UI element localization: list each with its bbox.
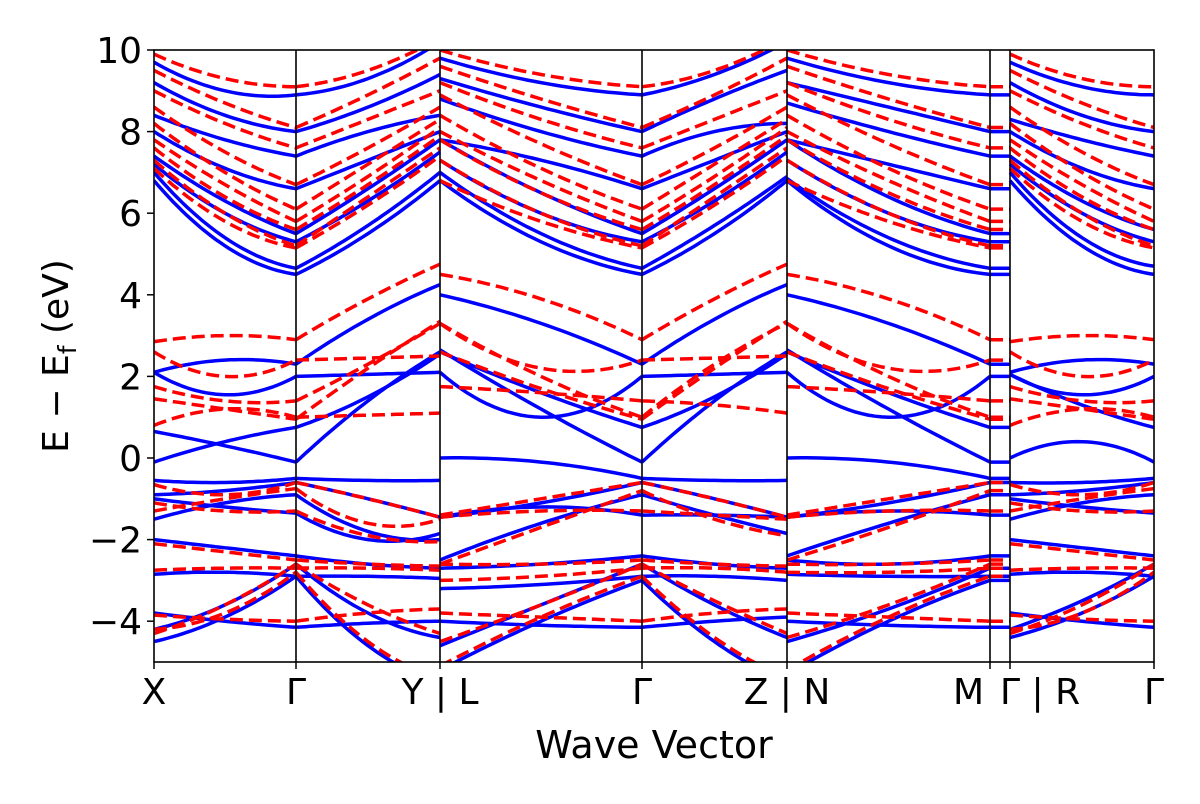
band-spin-down-3 [154,321,1154,419]
y-tick-label: 10 [96,31,142,72]
band-spin-down-20 [154,80,1154,150]
x-tick-label: Γ [286,672,306,713]
band-spin-down-11 [154,562,1154,644]
y-tick-label: 4 [119,276,142,317]
y-tick-label: −4 [89,602,142,643]
band-spin-up-15 [154,170,1154,271]
band-spin-down-15 [154,146,1154,248]
band-spin-up-6 [154,480,1154,519]
band-spin-down-19 [154,93,1154,187]
x-tick-label: Γ | R [1000,672,1080,713]
y-tick-label: −2 [89,521,142,562]
band-spin-up-5 [154,456,1154,485]
y-tick-label: 0 [119,439,142,480]
band-spin-down-21 [154,56,1154,130]
band-spin-up-18 [154,129,1154,191]
band-spin-down-10 [154,565,1154,583]
band-spin-down-4 [154,319,1154,421]
x-tick-label: Γ [632,672,652,713]
band-spin-up-19 [154,97,1154,158]
y-tick-label: 2 [119,357,142,398]
x-tick-label: M [953,672,984,713]
band-spin-down-22 [154,50,1154,89]
x-tick-label: Y | L [400,672,478,713]
x-axis: X Γ Y | L Γ Z | N M Γ | R Γ [142,662,1164,713]
band-spin-up-20 [154,68,1154,134]
band-spin-down-13 [154,607,1154,623]
band-spin-down-18 [154,113,1154,211]
y-axis-label-subscript: f [53,344,82,354]
y-axis-label: E − Ef (eV) [36,259,82,453]
band-spin-up-1 [154,282,1154,374]
band-spin-down-7 [154,488,1154,566]
band-spin-down-16 [154,134,1154,232]
band-spin-down-14 [154,154,1154,250]
high-symmetry-lines [295,50,1011,662]
band-spin-up-12 [154,574,1154,662]
y-tick-label: 8 [119,113,142,154]
band-spin-down-8 [154,486,1154,529]
band-spin-up-21 [154,50,1154,98]
x-axis-label: Wave Vector [535,723,773,767]
band-spin-up-4 [154,350,1154,464]
band-spin-up-14 [154,179,1154,277]
band-spin-up-10 [154,570,1154,591]
band-spin-up-13 [154,611,1154,630]
x-tick-label: X [142,672,167,713]
band-spin-down-5 [154,384,1154,428]
band-spin-up-3 [154,348,1154,464]
bands-layer [154,50,1154,662]
y-axis-label-unit: (eV) [36,259,77,345]
band-spin-up-2 [154,370,1154,419]
band-spin-up-7 [154,492,1154,562]
x-tick-label: Z | N [744,672,831,713]
plot-frame [153,49,1155,663]
band-spin-down-6 [154,480,1154,519]
band-spin-down-2 [154,321,1154,379]
band-spin-down-9 [154,541,1154,568]
y-axis-label-main: E − E [36,354,77,453]
y-axis: −4 −2 0 2 4 6 8 10 [89,31,154,643]
band-spin-down-17 [154,126,1154,224]
band-spin-up-9 [154,537,1154,570]
x-tick-label: Γ [1144,672,1164,713]
band-spin-down-1 [154,262,1154,344]
y-tick-label: 6 [119,194,142,235]
